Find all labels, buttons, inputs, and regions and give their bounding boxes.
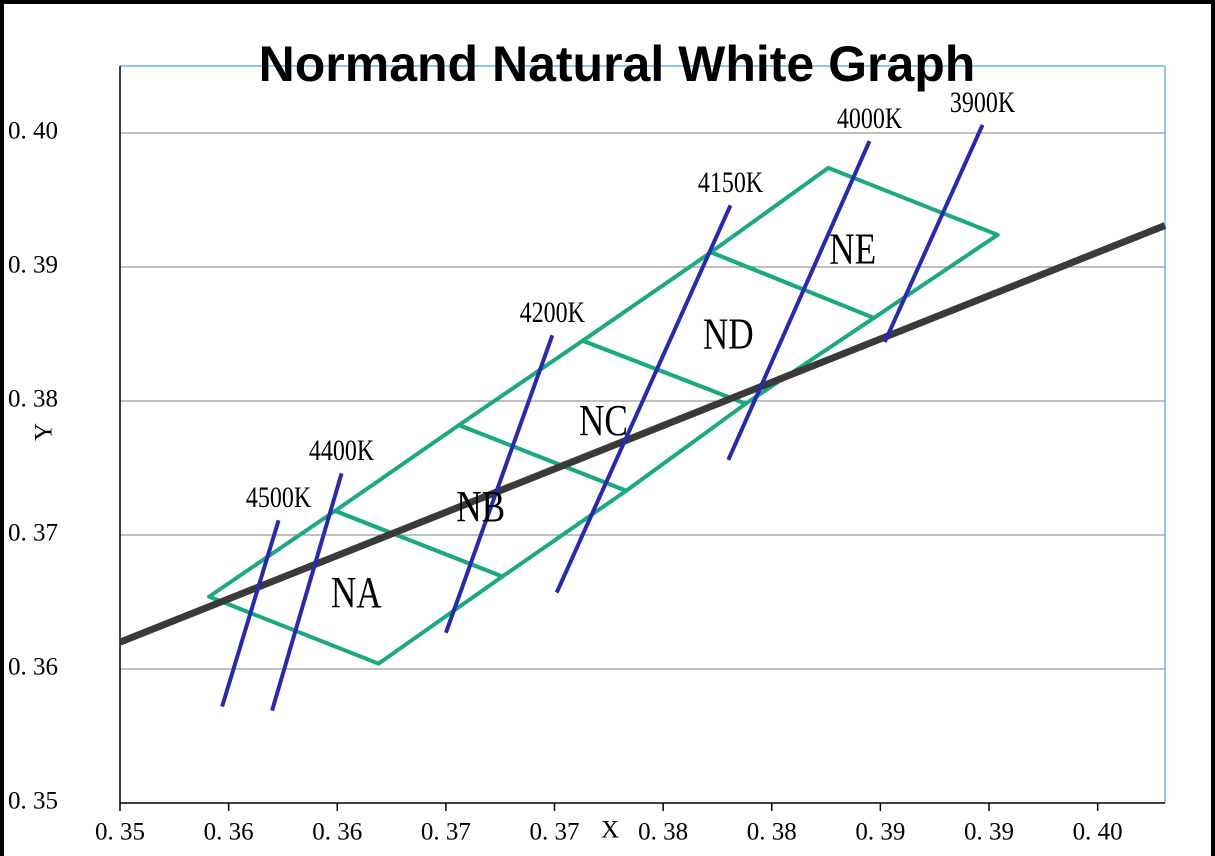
y-axis-label: Y [31, 423, 58, 441]
isotherm-label: 4150K [698, 166, 764, 199]
isotherm [726, 140, 872, 461]
isotherm-label: 3900K [950, 85, 1016, 118]
y-tick-label: 0. 40 [8, 118, 58, 145]
x-tick-label: 0. 37 [530, 819, 580, 846]
x-tick-label: 0. 39 [964, 819, 1014, 846]
x-tick-label: 0. 37 [421, 819, 471, 846]
region [708, 165, 1000, 320]
locus-line [118, 222, 1167, 646]
isotherm [444, 334, 555, 634]
x-tick-label: 0. 39 [855, 819, 905, 846]
y-tick-label: 0. 39 [8, 252, 58, 279]
x-tick-label: 0. 36 [204, 819, 254, 846]
y-tick-label: 0. 37 [8, 520, 58, 547]
chart-title: Normand Natural White Graph [259, 36, 976, 92]
x-tick-label: 0. 38 [638, 819, 688, 846]
isotherm [882, 124, 985, 343]
x-tick-label: 0. 36 [312, 819, 362, 846]
x-tick-label: 0. 35 [95, 819, 145, 846]
isotherm-label: 4200K [520, 296, 586, 329]
region-label: ND [703, 309, 754, 359]
region-label: NB [456, 481, 505, 531]
isotherm-label: 4500K [246, 481, 312, 514]
isotherm-label: 4000K [837, 101, 903, 134]
y-tick-label: 0. 35 [8, 788, 58, 815]
isotherm-label: 4400K [309, 434, 375, 467]
isotherm [220, 519, 281, 708]
isotherm [554, 204, 733, 594]
region-label: NA [331, 567, 382, 617]
x-tick-label: 0. 40 [1073, 819, 1123, 846]
x-axis-label: X [601, 817, 619, 844]
y-tick-label: 0. 38 [8, 386, 58, 413]
y-tick-label: 0. 36 [8, 654, 58, 681]
region-label: NC [579, 395, 628, 445]
x-tick-label: 0. 38 [747, 819, 797, 846]
isotherm [270, 472, 344, 712]
region-label: NE [829, 224, 876, 274]
